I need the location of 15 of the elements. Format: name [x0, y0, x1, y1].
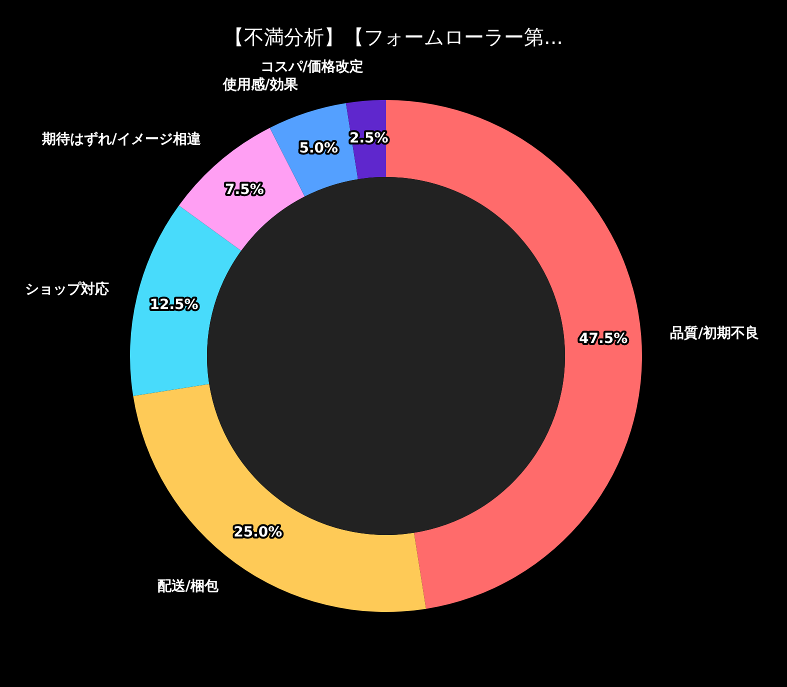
donut-slice: [133, 384, 426, 612]
data-label: 47.5%: [579, 330, 628, 347]
data-label: 25.0%: [234, 524, 282, 540]
slice-label: 品質/初期不良: [670, 324, 760, 342]
slice-label: 使用感/効果: [222, 76, 299, 93]
data-label: 5.0%: [299, 140, 338, 157]
donut-slice: [386, 100, 642, 609]
slice-label: 配送/梱包: [157, 578, 220, 595]
data-label: 7.5%: [225, 182, 264, 198]
data-label: 12.5%: [150, 297, 198, 314]
chart-title: 【不満分析】【フォームローラー第...: [224, 25, 564, 49]
slice-label: コスパ/価格改定: [260, 58, 364, 75]
donut-slice: [130, 206, 242, 396]
slice-label: ショップ対応: [24, 280, 109, 298]
slice-label: 期待はずれ/イメージ相違: [40, 131, 202, 148]
